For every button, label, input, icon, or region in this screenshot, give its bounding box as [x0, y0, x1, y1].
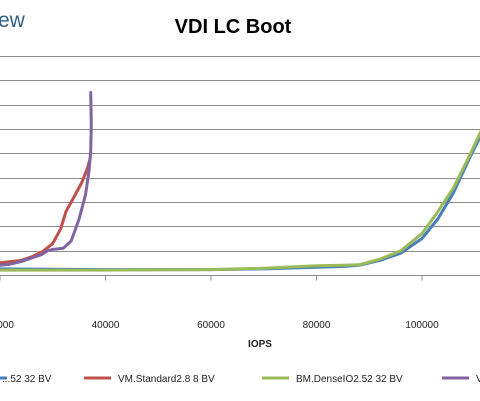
legend-label-2: VM.Standard2.8 8 BV: [118, 374, 215, 385]
series-lines: [0, 91, 480, 272]
legend: ...52 32 BV VM.Standard2.8 8 BV BM.DenseIO…: [0, 374, 480, 385]
x-tick-label: 80000: [303, 320, 331, 331]
x-tick-label: 40000: [92, 320, 120, 331]
x-tick-label: 60000: [197, 320, 225, 331]
series-line-4: [0, 91, 93, 267]
series-line-1: [0, 133, 480, 272]
x-tick-label: 20000: [0, 320, 14, 331]
legend-label-1: ...52 32 BV: [2, 374, 52, 385]
legend-label-4: V...: [476, 374, 480, 385]
gridlines: [0, 56, 480, 252]
x-tick-label: 100000: [405, 320, 439, 331]
logo-text: ew: [0, 9, 26, 32]
legend-label-3: BM.DenseIO2.52 32 BV: [296, 374, 403, 385]
chart-title: VDI LC Boot: [175, 16, 292, 38]
x-tick-labels: 20000 40000 60000 80000 100000: [0, 275, 439, 331]
series-line-2: [0, 156, 92, 265]
x-axis-label: IOPS: [248, 339, 272, 350]
series-line-3: [0, 129, 480, 272]
